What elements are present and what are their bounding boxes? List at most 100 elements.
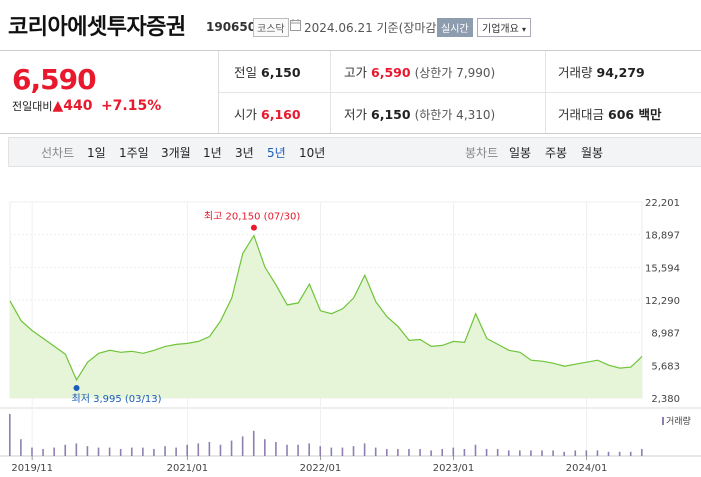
volume-bar [9, 414, 11, 456]
volume-bar [75, 443, 78, 456]
tab-daily[interactable]: 일봉 [509, 146, 532, 160]
volume-bar [186, 444, 189, 456]
volume-bar [496, 449, 499, 456]
volume-bar [230, 440, 233, 456]
open-value: 6,160 [261, 107, 301, 122]
x-tick-label: 2022/01 [300, 463, 342, 474]
volume-bar [629, 451, 632, 456]
volume-bar [474, 444, 477, 456]
volume-bar [208, 442, 211, 456]
stock-header: 코리아에셋투자증권 190650 코스닥 2024.06.21 기준(장마감) … [0, 0, 701, 50]
date-text: 2024.06.21 기준(장마감) [304, 21, 442, 35]
volume-bar [574, 450, 577, 456]
volume-bar [330, 447, 333, 456]
volume-bar [153, 449, 155, 456]
tab-1d[interactable]: 1일 [87, 146, 106, 160]
tab-3m[interactable]: 3개월 [161, 146, 191, 160]
col-divider [545, 51, 546, 133]
y-tick-label: 18,897 [645, 231, 680, 242]
candle-chart-label: 봉차트 [465, 146, 499, 160]
volume-bar [142, 447, 144, 456]
low: 저가 6,150 (하한가 4,310) [344, 104, 495, 123]
tab-1y[interactable]: 1년 [203, 146, 222, 160]
volume-bar [86, 446, 89, 456]
price-area [10, 235, 642, 398]
company-info-button[interactable]: 기업개요 ▾ [477, 18, 532, 37]
volume-bar [197, 443, 200, 456]
open-label: 시가 [234, 107, 258, 122]
change-percent: +7.15% [100, 98, 162, 114]
high-marker [250, 224, 257, 231]
high: 고가 6,590 (상한가 7,990) [344, 62, 495, 81]
tab-5y[interactable]: 5년 [267, 146, 286, 160]
volume-bars: 거래량 [9, 414, 691, 456]
volume-bar [607, 451, 610, 456]
col-divider [330, 51, 331, 133]
prev-close-value: 6,150 [261, 65, 301, 80]
volume-bar [31, 447, 33, 456]
amount-value: 606 백만 [608, 107, 662, 122]
volume-bar [341, 447, 344, 456]
volume-bar [20, 439, 22, 456]
current-price: 6,590 [12, 63, 97, 96]
volume-bar [463, 449, 466, 456]
volume-bar [219, 444, 222, 456]
volume-bar [397, 449, 399, 456]
volume-bar [363, 443, 366, 456]
volume-bar [130, 447, 133, 456]
volume-bar [541, 450, 543, 456]
y-tick-label: 22,201 [645, 198, 680, 209]
volume-bar [430, 450, 432, 456]
low-label: 저가 [344, 107, 368, 122]
volume: 거래량 94,279 [558, 62, 645, 81]
amount-label: 거래대금 [558, 107, 605, 122]
y-tick-label: 12,290 [645, 296, 680, 307]
tab-3y[interactable]: 3년 [235, 146, 254, 160]
y-tick-label: 15,594 [645, 263, 680, 274]
x-axis-labels: 2019/11 2021/01 2022/01 2023/01 2024/01 [11, 456, 607, 474]
price-chart: 22,20118,89715,59412,2908,9875,6832,380 … [0, 198, 701, 474]
lower-limit: (하한가 4,310) [414, 108, 496, 122]
tab-10y[interactable]: 10년 [299, 146, 326, 160]
price-box: 6,590 전일대비▲440 +7.15% [0, 51, 219, 133]
volume-bar [530, 450, 532, 456]
tab-weekly[interactable]: 주봉 [545, 146, 568, 160]
volume-bar [352, 446, 355, 456]
high-label: 고가 [344, 65, 368, 80]
high-label: 최고 20,150 (07/30) [204, 211, 300, 223]
volume-bar [641, 449, 643, 456]
volume-bar [618, 451, 621, 456]
up-arrow-icon: ▲ [52, 98, 64, 114]
volume-bar [241, 436, 244, 456]
tab-monthly[interactable]: 월봉 [581, 146, 604, 160]
volume-bar [519, 450, 521, 456]
volume-bar [264, 439, 266, 456]
prev-close-label: 전일 [234, 65, 258, 80]
volume-bar [319, 446, 322, 456]
upper-limit: (상한가 7,990) [414, 66, 496, 80]
x-tick-label: 2019/11 [11, 463, 53, 474]
volume-bar [297, 444, 299, 456]
volume-bar [596, 450, 599, 456]
change-label: 전일대비 [12, 100, 53, 113]
tab-1w[interactable]: 1주일 [119, 146, 149, 160]
volume-bar [552, 450, 554, 456]
realtime-button[interactable]: 실시간 [437, 18, 473, 37]
x-tick-label: 2021/01 [167, 463, 209, 474]
row-divider [219, 92, 701, 93]
volume-bar [507, 450, 510, 456]
prev-close: 전일 6,150 [234, 62, 301, 81]
change-value: 440 [63, 98, 93, 114]
stock-code: 190650 [206, 20, 257, 34]
high-value: 6,590 [371, 65, 411, 80]
market-badge: 코스닥 [253, 18, 289, 37]
volume-bar [385, 449, 388, 456]
price-line [9, 234, 643, 382]
volume-bar [119, 449, 122, 456]
low-marker [73, 385, 80, 392]
volume-label: 거래량 [558, 65, 593, 80]
volume-bar [374, 447, 377, 456]
volume-value: 94,279 [596, 65, 645, 80]
calendar-icon [290, 19, 301, 31]
y-tick-label: 5,683 [651, 361, 680, 372]
